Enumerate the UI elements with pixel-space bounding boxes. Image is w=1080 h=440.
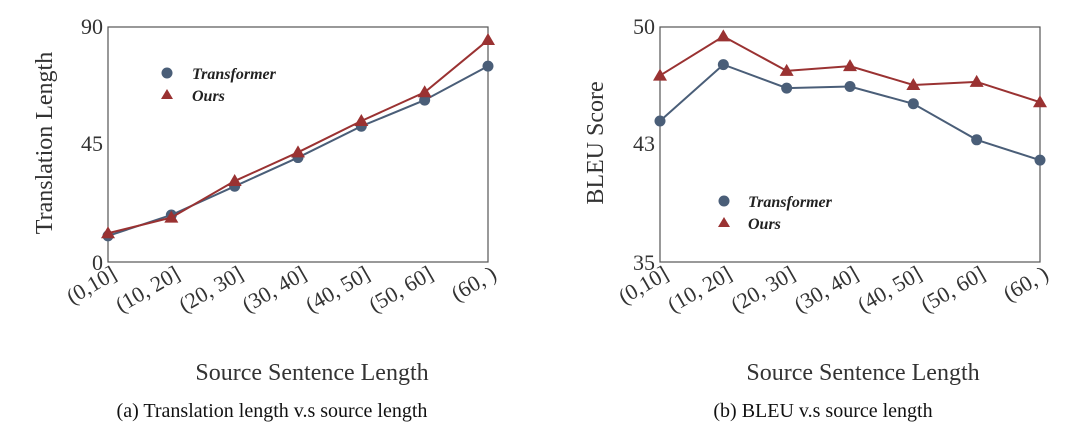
plot-marks	[653, 26, 1047, 263]
data-point-transformer	[971, 134, 983, 146]
x-tick-label: (30, 40]	[238, 261, 311, 317]
data-point-transformer	[844, 81, 856, 93]
x-tick-label: (20, 30]	[726, 261, 799, 317]
data-point-ours	[354, 114, 369, 126]
y-axis-label: BLEU Score	[583, 81, 609, 204]
x-axis-label: Source Sentence Length	[746, 360, 979, 386]
x-tick-label: (10, 20]	[663, 261, 736, 317]
legend: Transformer Ours	[161, 66, 277, 105]
x-tick-label: (20, 30]	[174, 261, 247, 317]
legend-marker-transformer	[718, 195, 730, 207]
series-line-transformer	[659, 63, 1041, 162]
x-axis-label: Source Sentence Length	[195, 360, 428, 386]
legend-label-ours: Ours	[748, 216, 781, 233]
legend-label-ours: Ours	[192, 88, 225, 105]
data-point-transformer	[1034, 154, 1046, 166]
data-point-ours	[716, 29, 731, 42]
figure-caption: (a) Translation length v.s source length	[117, 400, 428, 422]
data-point-ours	[417, 85, 432, 98]
data-point-transformer	[654, 115, 666, 127]
y-axis-label: Translation Length	[32, 52, 58, 234]
y-tick-label: 50	[633, 14, 655, 39]
figure-caption: (b) BLEU v.s source length	[713, 400, 932, 422]
y-tick-label: 35	[633, 250, 655, 275]
data-point-ours	[843, 59, 857, 72]
data-point-ours	[653, 68, 667, 81]
data-point-ours	[779, 63, 794, 76]
chart-panel-bleu-score: BLEU Score 50 43 35 (0,10](10, 20](20, 3…	[583, 14, 1053, 422]
data-point-ours	[164, 210, 179, 223]
x-tick-label: (60, )	[447, 261, 501, 306]
x-tick-label: (40, 50]	[853, 261, 926, 317]
legend-label-transformer: Transformer	[192, 66, 277, 83]
legend-marker-ours	[161, 89, 173, 99]
data-point-ours	[1033, 95, 1047, 108]
legend-label-transformer: Transformer	[748, 194, 833, 211]
data-point-ours	[227, 174, 242, 187]
x-tick-label: (50, 60]	[916, 261, 989, 317]
x-tick-label: (60, )	[999, 261, 1053, 306]
legend-marker-transformer	[161, 67, 173, 79]
legend: Transformer Ours	[718, 194, 833, 233]
data-point-transformer	[419, 94, 431, 106]
chart-panel-translation-length: Translation Length 90 45 0 (0,10](10, 20…	[32, 14, 501, 422]
data-point-transformer	[482, 60, 494, 72]
data-point-transformer	[781, 82, 793, 94]
x-tick-labels: (0,10](10, 20](20, 30](30, 40](40, 50](5…	[62, 261, 501, 317]
data-point-transformer	[907, 98, 919, 110]
data-point-ours	[969, 74, 984, 87]
plot-frame	[659, 26, 1041, 263]
x-tick-label: (50, 60]	[364, 261, 437, 317]
y-tick-label: 43	[633, 131, 655, 156]
y-tick-label: 90	[81, 14, 103, 39]
y-tick-label: 45	[81, 131, 103, 156]
data-point-ours	[906, 77, 921, 90]
legend-marker-ours	[718, 217, 730, 227]
data-point-transformer	[717, 59, 729, 71]
plot-marks	[101, 26, 495, 263]
x-tick-label: (40, 50]	[301, 261, 374, 317]
x-tick-label: (10, 20]	[111, 261, 184, 317]
data-point-ours	[291, 145, 305, 158]
y-tick-label: 0	[92, 250, 103, 275]
data-point-ours	[101, 226, 115, 239]
x-tick-label: (30, 40]	[790, 261, 863, 317]
data-point-ours	[481, 33, 495, 46]
plot-frame	[107, 26, 489, 263]
x-tick-labels: (0,10](10, 20](20, 30](30, 40](40, 50](5…	[614, 261, 1053, 317]
